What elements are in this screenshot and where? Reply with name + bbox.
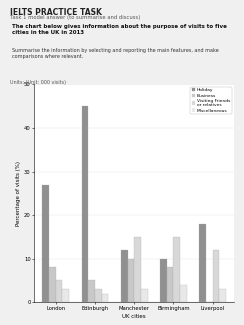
Text: Summarise the information by selecting and reporting the main features, and make: Summarise the information by selecting a… xyxy=(12,48,219,59)
Bar xyxy=(121,250,128,302)
Bar xyxy=(56,280,62,302)
Bar xyxy=(134,237,141,302)
Text: Task 1 model answer (to summarise and discuss): Task 1 model answer (to summarise and di… xyxy=(10,15,140,20)
Bar xyxy=(102,293,108,302)
Bar xyxy=(141,289,148,302)
Bar xyxy=(62,289,69,302)
Text: The chart below gives information about the purpose of visits to five cities in : The chart below gives information about … xyxy=(12,24,227,35)
Bar xyxy=(180,285,187,302)
Bar xyxy=(160,259,167,302)
Legend: Holiday, Business, Visiting Friends
or relatives, Miscellaneous: Holiday, Business, Visiting Friends or r… xyxy=(190,87,232,114)
Bar xyxy=(82,106,88,302)
Text: Units: (Unit: 000 visits): Units: (Unit: 000 visits) xyxy=(10,80,66,84)
Text: IELTS PRACTICE TASK: IELTS PRACTICE TASK xyxy=(10,8,102,17)
Bar xyxy=(49,267,56,302)
Bar xyxy=(173,237,180,302)
Bar xyxy=(167,267,173,302)
Bar xyxy=(95,289,102,302)
Y-axis label: Percentage of visits (%): Percentage of visits (%) xyxy=(16,161,21,226)
Bar xyxy=(88,280,95,302)
Bar xyxy=(128,259,134,302)
Bar xyxy=(213,250,219,302)
X-axis label: UK cities: UK cities xyxy=(122,314,146,318)
Bar xyxy=(199,224,206,302)
Bar xyxy=(219,289,226,302)
Bar xyxy=(42,185,49,302)
